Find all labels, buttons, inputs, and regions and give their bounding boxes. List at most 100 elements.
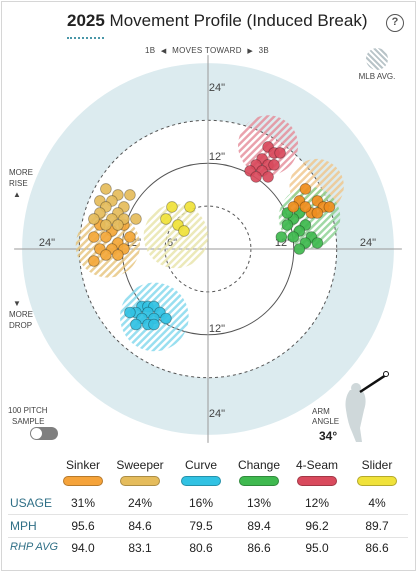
cell-usage-change: 13% [246,496,272,510]
pitch-header-sinker: Sinker [65,458,100,472]
direction-middle: MOVES TOWARD [172,46,242,55]
cell-usage-4-seam: 12% [304,496,330,510]
ring-label-bottom-12: 12" [209,323,225,335]
mlb-avg-label: MLB AVG. [358,72,396,81]
arm-angle-value: 34° [319,429,338,443]
pitch-point-sinker-cluster2-7 [299,201,312,213]
pitch-point-sinker-cluster2-0 [299,183,312,195]
pitch-point-change-7 [275,231,288,243]
pitch-color-pill-sweeper [120,476,160,486]
down-arrow-icon: ▼ [13,299,21,308]
year-dropdown-underline[interactable] [67,37,104,39]
pitch-point-change-6 [287,231,300,243]
pitch-point-curve-10 [160,312,172,325]
pitch-header-sweeper: Sweeper [116,458,164,472]
ring-label-top-12: 12" [209,151,225,163]
cell-rhp-avg-slider: 86.6 [365,541,389,555]
title-year: 2025 [67,11,105,30]
more-drop-label: ▼ MORE DROP [9,298,33,331]
pitch-color-pill-sinker [63,476,103,486]
pitch-point-slider-4 [178,225,190,237]
more-rise-line1: MORE [9,168,33,177]
cell-mph-slider: 89.7 [365,519,389,533]
pitch-point-change-10 [293,243,306,255]
mlb-avg-swatch-icon [366,48,388,70]
mlb-avg-zone-slider [143,203,208,269]
arm-angle-line2: ANGLE [312,417,340,426]
row-label-usage: USAGE [10,496,53,510]
cell-usage-slider: 4% [368,496,386,510]
cell-mph-sweeper: 84.6 [128,519,152,533]
pitch-point-4-seam-10 [262,171,274,183]
row-divider [8,514,408,515]
pitch-point-curve-8 [124,306,136,319]
pitch-point-sinker-cluster2-6 [323,201,336,213]
pitcher-silhouette-icon [345,371,389,442]
pitch-point-sweeper-5 [124,189,136,201]
pitch-header-slider: Slider [361,458,393,472]
arm-angle-line1: ARM [312,407,330,416]
cell-rhp-avg-sinker: 94.0 [71,541,95,555]
silhouette-part [351,383,362,393]
pitch-point-sinker-cluster2-5 [287,201,300,213]
pitch-point-sinker-12 [88,255,100,267]
pitch-point-sinker-11 [112,249,124,261]
arm-angle-line [359,373,387,394]
ball-icon [383,371,389,377]
sample-line2: SAMPLE [12,417,45,426]
pitch-point-slider-0 [166,201,178,213]
direction-bar: 1B ◀ MOVES TOWARD ▶ 3B [145,46,272,55]
pitch-point-4-seam-9 [250,171,262,183]
help-icon[interactable]: ? [386,14,404,32]
pitch-point-sinker-cluster2-8 [311,207,324,219]
silhouette-part [345,390,366,442]
page-title: 2025 Movement Profile (Induced Break) [67,11,368,31]
more-rise-line2: RISE [9,179,28,188]
cell-rhp-avg-sweeper: 83.1 [128,541,152,555]
sample-toggle[interactable] [30,427,58,440]
pitch-color-pill-change [239,476,279,486]
pitch-point-sweeper-13 [100,219,112,231]
cell-usage-sinker: 31% [70,496,96,510]
pitch-point-curve-12 [148,318,160,331]
pitch-point-sweeper-14 [112,219,124,231]
cell-usage-curve: 16% [188,496,214,510]
row-label-mph: MPH [10,519,37,533]
cell-rhp-avg-curve: 80.6 [189,541,213,555]
cell-rhp-avg-change: 86.6 [247,541,271,555]
cell-mph-change: 89.4 [247,519,271,533]
pitch-point-sinker-3 [88,231,100,243]
cell-mph-curve: 79.5 [189,519,213,533]
pitch-point-change-3 [281,219,294,231]
up-arrow-icon: ▲ [13,190,21,199]
arm-angle-label: ARM ANGLE [312,407,339,427]
direction-right: 3B [258,46,269,55]
ring-label-left-24: 24" [39,237,55,249]
pitch-point-4-seam-7 [268,159,280,171]
pitch-point-sweeper-0 [100,183,112,195]
pitch-point-slider-2 [160,213,172,225]
pitch-point-curve-11 [130,318,142,331]
ring-label-right-24: 24" [360,237,376,249]
sample-line1: 100 PITCH [8,406,48,415]
pitch-point-sweeper-12 [88,213,100,225]
pitch-color-pill-slider [357,476,397,486]
pitch-color-pill-4-seam [297,476,337,486]
pitch-point-change-9 [311,237,324,249]
pitch-point-slider-1 [184,201,196,213]
pitch-point-sinker-10 [100,249,112,261]
direction-left: 1B [145,46,156,55]
cell-mph-sinker: 95.6 [71,519,95,533]
cell-usage-sweeper: 24% [127,496,153,510]
pitch-point-sweeper-11 [130,213,142,225]
pitch-header-curve: Curve [184,458,217,472]
title-text: Movement Profile (Induced Break) [104,11,368,30]
more-drop-line2: DROP [9,321,33,330]
cell-mph-4-seam: 96.2 [305,519,329,533]
pitch-point-sinker-6 [124,231,136,243]
pitch-header-change: Change [237,458,281,472]
more-rise-label: MORE RISE ▲ [9,167,33,200]
sample-label: 100 PITCH SAMPLE [8,405,48,427]
mlb-avg-legend: MLB AVG. [355,48,399,81]
